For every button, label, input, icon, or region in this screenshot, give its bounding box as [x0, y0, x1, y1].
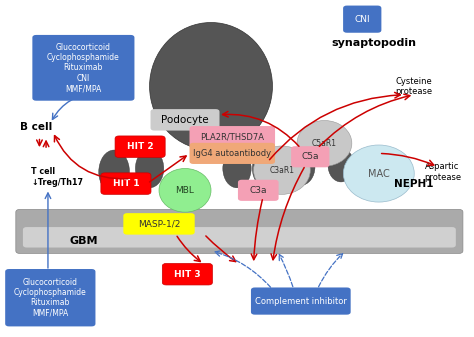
Ellipse shape	[150, 23, 273, 150]
Ellipse shape	[252, 148, 283, 189]
FancyBboxPatch shape	[151, 109, 219, 130]
FancyBboxPatch shape	[16, 209, 463, 253]
Ellipse shape	[362, 148, 391, 185]
FancyBboxPatch shape	[238, 180, 279, 201]
Text: Glucocorticoid
Cyclophosphamide
Rituximab
MMF/MPA: Glucocorticoid Cyclophosphamide Rituxima…	[14, 278, 87, 318]
Ellipse shape	[99, 150, 129, 194]
FancyBboxPatch shape	[190, 143, 275, 164]
FancyBboxPatch shape	[343, 6, 382, 33]
Text: Podocyte: Podocyte	[161, 115, 209, 125]
Text: C5aR1: C5aR1	[312, 139, 337, 148]
FancyBboxPatch shape	[162, 264, 212, 285]
FancyBboxPatch shape	[251, 287, 351, 315]
Text: HIT 3: HIT 3	[174, 270, 201, 279]
Text: NEPH1: NEPH1	[394, 179, 434, 189]
Text: CNI: CNI	[355, 14, 370, 24]
Ellipse shape	[343, 145, 414, 202]
FancyBboxPatch shape	[5, 269, 95, 327]
Text: synaptopodin: synaptopodin	[331, 38, 417, 48]
Text: B cell: B cell	[20, 122, 52, 131]
Text: HIT 2: HIT 2	[127, 142, 154, 151]
FancyBboxPatch shape	[32, 35, 135, 101]
Text: MASP-1/2: MASP-1/2	[138, 219, 180, 228]
Text: PLA2R/THSD7A: PLA2R/THSD7A	[201, 132, 264, 141]
Ellipse shape	[287, 148, 315, 185]
Ellipse shape	[136, 149, 164, 188]
Ellipse shape	[328, 148, 354, 182]
Text: HIT 1: HIT 1	[113, 179, 139, 188]
Text: IgG4 autoantibody: IgG4 autoantibody	[193, 149, 271, 158]
Ellipse shape	[297, 121, 352, 166]
Ellipse shape	[159, 168, 211, 212]
Text: Aspartic
protease: Aspartic protease	[424, 162, 461, 182]
Text: MAC: MAC	[368, 168, 390, 179]
FancyBboxPatch shape	[23, 227, 456, 248]
Ellipse shape	[254, 146, 310, 194]
FancyBboxPatch shape	[123, 213, 195, 235]
FancyBboxPatch shape	[115, 136, 165, 157]
Text: Cysteine
protease: Cysteine protease	[396, 76, 433, 96]
Text: C5a: C5a	[301, 152, 319, 161]
Text: T cell
↓Treg/Th17: T cell ↓Treg/Th17	[31, 167, 83, 187]
Text: C3a: C3a	[249, 186, 267, 195]
Text: C3aR1: C3aR1	[269, 166, 294, 175]
FancyBboxPatch shape	[291, 146, 329, 167]
Text: MBL: MBL	[175, 186, 194, 195]
FancyBboxPatch shape	[190, 126, 275, 147]
Text: GBM: GBM	[69, 236, 98, 246]
Text: Complement inhibitor: Complement inhibitor	[255, 297, 347, 306]
FancyBboxPatch shape	[101, 173, 151, 194]
Text: Glucocorticoid
Cyclophosphamide
Rituximab
CNI
MMF/MPA: Glucocorticoid Cyclophosphamide Rituxima…	[47, 42, 120, 93]
Ellipse shape	[223, 149, 251, 188]
